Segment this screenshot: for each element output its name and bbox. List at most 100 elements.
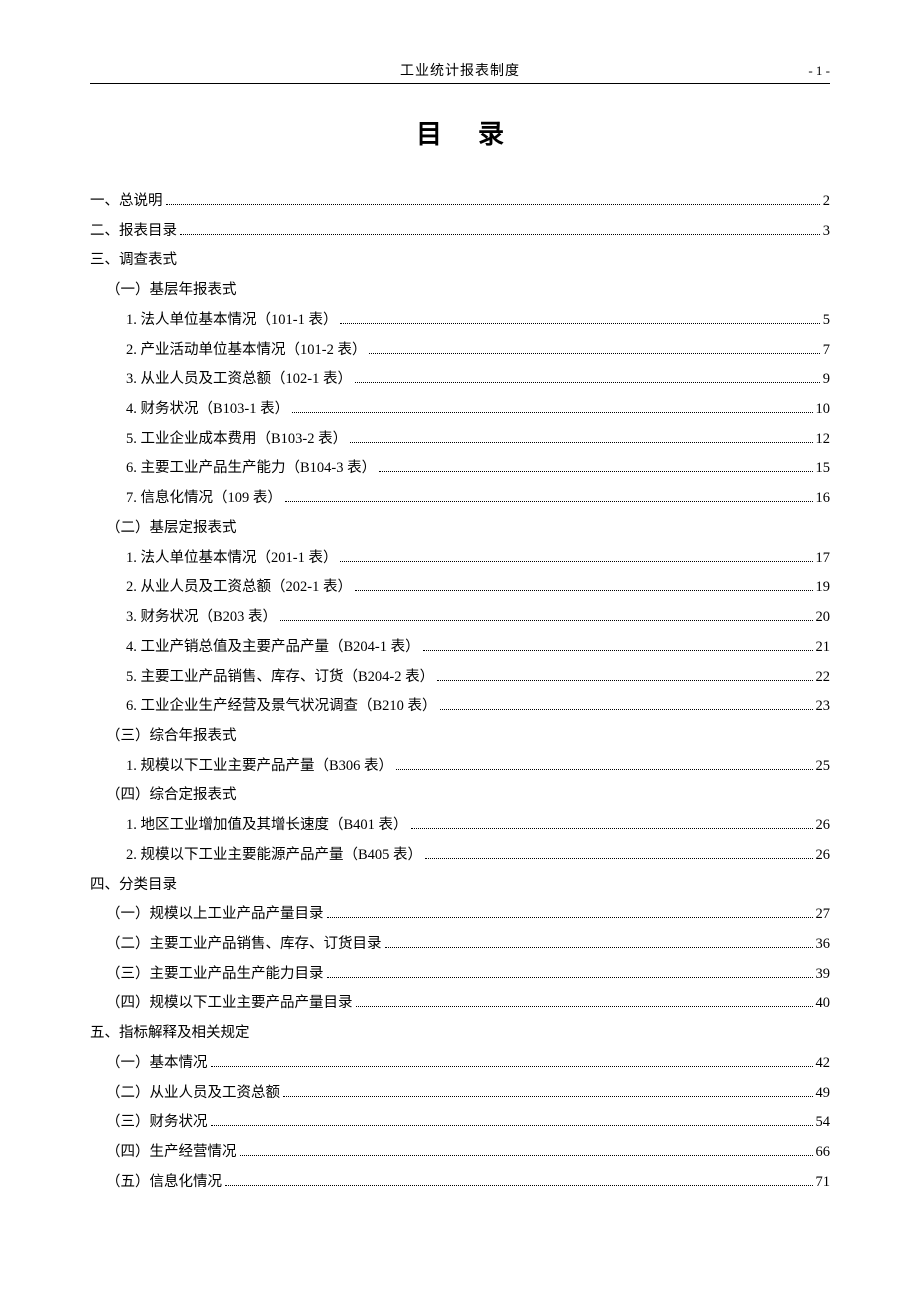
toc-leader-dots: [411, 828, 813, 829]
toc-leader-dots: [423, 650, 813, 651]
toc-entry: 四、分类目录: [90, 871, 830, 901]
document-page: 工业统计报表制度 - 1 - 目录 一、总说明2二、报表目录3三、调查表式（一）…: [0, 0, 920, 1257]
toc-leader-dots: [327, 977, 813, 978]
toc-entry-page: 71: [816, 1168, 831, 1198]
page-header: 工业统计报表制度 - 1 -: [90, 60, 830, 84]
toc-entry-label: （四）生产经营情况: [106, 1138, 237, 1168]
toc-entry-page: 19: [816, 573, 831, 603]
toc-entry: 一、总说明 2: [90, 187, 830, 217]
toc-entry: 6. 工业企业生产经营及景气状况调查（B210 表）23: [90, 692, 830, 722]
toc-entry-label: （三）财务状况: [106, 1108, 208, 1138]
toc-entry-page: 26: [816, 841, 831, 871]
toc-entry-page: 42: [816, 1049, 831, 1079]
toc-leader-dots: [356, 1006, 813, 1007]
toc-entry: 1. 地区工业增加值及其增长速度（B401 表）26: [90, 811, 830, 841]
toc-entry-label: 2. 产业活动单位基本情况（101-2 表）: [126, 336, 366, 366]
toc-entry-page: 9: [823, 365, 830, 395]
toc-entry-page: 49: [816, 1079, 831, 1109]
toc-entry: 三、调查表式: [90, 246, 830, 276]
toc-entry-page: 16: [816, 484, 831, 514]
header-title: 工业统计报表制度: [400, 60, 520, 80]
toc-leader-dots: [180, 234, 820, 235]
table-of-contents: 一、总说明2二、报表目录3三、调查表式（一）基层年报表式1. 法人单位基本情况（…: [90, 187, 830, 1197]
toc-entry-page: 5: [823, 306, 830, 336]
toc-entry-label: （二）主要工业产品销售、库存、订货目录: [106, 930, 382, 960]
toc-entry: 2. 产业活动单位基本情况（101-2 表） 7: [90, 336, 830, 366]
toc-entry: 5. 工业企业成本费用（B103-2 表）12: [90, 425, 830, 455]
toc-leader-dots: [355, 590, 813, 591]
toc-entry-page: 22: [816, 663, 831, 693]
toc-leader-dots: [440, 709, 813, 710]
toc-entry: 4. 财务状况（B103-1 表）10: [90, 395, 830, 425]
toc-leader-dots: [425, 858, 812, 859]
toc-entry-label: 1. 规模以下工业主要产品产量（B306 表）: [126, 752, 393, 782]
toc-entry-label: 一、总说明: [90, 187, 163, 217]
toc-leader-dots: [350, 442, 812, 443]
toc-entry-label: 5. 工业企业成本费用（B103-2 表）: [126, 425, 347, 455]
toc-entry-label: （四）综合定报表式: [106, 781, 237, 811]
toc-main-title: 目录: [90, 114, 830, 151]
toc-entry-page: 23: [816, 692, 831, 722]
toc-leader-dots: [396, 769, 812, 770]
toc-entry-page: 21: [816, 633, 831, 663]
toc-entry: 1. 规模以下工业主要产品产量（B306 表） 25: [90, 752, 830, 782]
toc-entry: 五、指标解释及相关规定: [90, 1019, 830, 1049]
toc-leader-dots: [340, 561, 812, 562]
toc-entry-label: （三）主要工业产品生产能力目录: [106, 960, 324, 990]
toc-leader-dots: [379, 471, 812, 472]
toc-leader-dots: [437, 680, 812, 681]
toc-entry: 6. 主要工业产品生产能力（B104-3 表）15: [90, 454, 830, 484]
toc-entry-page: 39: [816, 960, 831, 990]
toc-entry-page: 10: [816, 395, 831, 425]
toc-entry-label: 1. 法人单位基本情况（101-1 表）: [126, 306, 337, 336]
toc-entry-label: 5. 主要工业产品销售、库存、订货（B204-2 表）: [126, 663, 434, 693]
toc-entry-label: 2. 从业人员及工资总额（202-1 表）: [126, 573, 352, 603]
toc-entry-label: （二）基层定报表式: [106, 514, 237, 544]
toc-entry: （四）规模以下工业主要产品产量目录40: [90, 989, 830, 1019]
toc-entry: 3. 从业人员及工资总额（102-1 表）9: [90, 365, 830, 395]
toc-entry: 2. 从业人员及工资总额（202-1 表） 19: [90, 573, 830, 603]
toc-entry: （二）从业人员及工资总额49: [90, 1079, 830, 1109]
toc-entry-label: 4. 工业产销总值及主要产品产量（B204-1 表）: [126, 633, 420, 663]
toc-entry: 1. 法人单位基本情况（201-1 表）17: [90, 544, 830, 574]
toc-leader-dots: [285, 501, 813, 502]
toc-entry: （五）信息化情况 71: [90, 1168, 830, 1198]
toc-leader-dots: [327, 917, 813, 918]
toc-entry: 2. 规模以下工业主要能源产品产量（B405 表） 26: [90, 841, 830, 871]
toc-leader-dots: [211, 1125, 813, 1126]
toc-leader-dots: [283, 1096, 813, 1097]
toc-entry: （四）综合定报表式: [90, 781, 830, 811]
toc-entry-label: 三、调查表式: [90, 246, 177, 276]
toc-entry: （三）主要工业产品生产能力目录 39: [90, 960, 830, 990]
toc-entry-page: 25: [816, 752, 831, 782]
toc-entry: （二）主要工业产品销售、库存、订货目录36: [90, 930, 830, 960]
toc-entry-page: 15: [816, 454, 831, 484]
toc-entry: （一）基本情况42: [90, 1049, 830, 1079]
toc-entry-page: 3: [823, 217, 830, 247]
toc-entry-label: （五）信息化情况: [106, 1168, 222, 1198]
toc-leader-dots: [211, 1066, 813, 1067]
toc-entry: 1. 法人单位基本情况（101-1 表） 5: [90, 306, 830, 336]
toc-entry-label: 2. 规模以下工业主要能源产品产量（B405 表）: [126, 841, 422, 871]
toc-entry: 7. 信息化情况（109 表） 16: [90, 484, 830, 514]
toc-entry: （三）财务状况 54: [90, 1108, 830, 1138]
header-page-number: - 1 -: [780, 63, 830, 79]
toc-entry: 4. 工业产销总值及主要产品产量（B204-1 表） 21: [90, 633, 830, 663]
toc-entry-page: 66: [816, 1138, 831, 1168]
toc-entry-page: 7: [823, 336, 830, 366]
toc-entry-label: 7. 信息化情况（109 表）: [126, 484, 282, 514]
toc-entry-page: 17: [816, 544, 831, 574]
toc-entry-page: 40: [816, 989, 831, 1019]
toc-entry-page: 20: [816, 603, 831, 633]
toc-leader-dots: [355, 382, 820, 383]
toc-entry: （二）基层定报表式: [90, 514, 830, 544]
toc-entry-page: 2: [823, 187, 830, 217]
toc-leader-dots: [166, 204, 820, 205]
toc-entry: （一）规模以上工业产品产量目录 27: [90, 900, 830, 930]
toc-entry-page: 27: [816, 900, 831, 930]
toc-leader-dots: [280, 620, 812, 621]
toc-leader-dots: [225, 1185, 813, 1186]
toc-entry-label: 四、分类目录: [90, 871, 177, 901]
toc-entry-label: （一）规模以上工业产品产量目录: [106, 900, 324, 930]
toc-entry-page: 54: [816, 1108, 831, 1138]
